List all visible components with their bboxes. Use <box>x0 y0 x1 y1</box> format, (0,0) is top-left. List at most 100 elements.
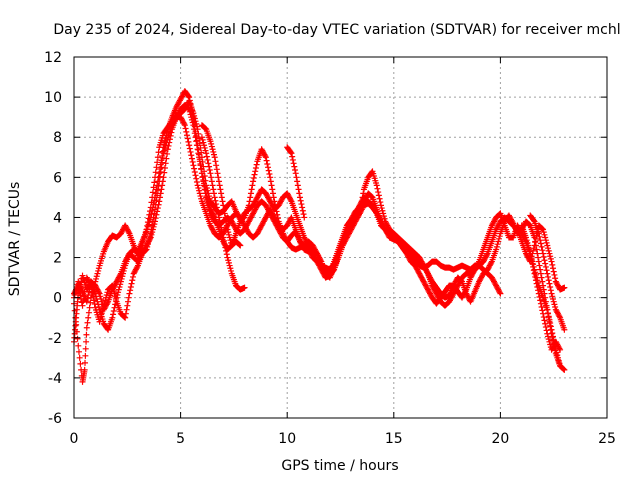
data-point <box>300 211 307 218</box>
data-point <box>357 206 364 213</box>
data-point <box>556 360 563 367</box>
data-point <box>376 195 383 202</box>
data-point <box>153 197 160 204</box>
data-point <box>129 273 136 280</box>
data-point <box>538 304 545 311</box>
data-point <box>156 194 163 201</box>
data-point <box>129 277 136 284</box>
data-point <box>292 166 299 173</box>
data-point <box>540 314 547 321</box>
data-point <box>122 310 129 317</box>
data-point <box>215 211 222 218</box>
data-point <box>268 182 275 189</box>
data-point <box>212 158 219 165</box>
data-point <box>160 174 167 181</box>
data-point <box>84 319 91 326</box>
data-point <box>226 234 233 241</box>
data-point <box>540 250 547 257</box>
data-point <box>152 218 159 225</box>
data-point <box>161 169 168 176</box>
data-point <box>159 182 166 189</box>
data-point <box>535 230 542 237</box>
data-point <box>225 257 232 264</box>
data-point <box>213 166 220 173</box>
data-point <box>493 246 500 253</box>
data-point <box>295 186 302 193</box>
data-point <box>85 314 92 321</box>
data-point <box>251 171 258 178</box>
series-track-5 <box>198 134 248 293</box>
data-point <box>154 187 161 194</box>
data-point <box>74 335 81 342</box>
data-point <box>483 251 490 258</box>
data-point <box>294 182 301 189</box>
data-point <box>213 204 220 211</box>
data-point <box>381 215 388 222</box>
data-point <box>181 120 188 127</box>
data-point <box>495 235 502 242</box>
data-point <box>532 269 539 276</box>
data-point <box>193 138 200 145</box>
data-point <box>183 128 190 135</box>
data-point <box>149 189 156 196</box>
data-point <box>188 155 195 162</box>
data-point <box>539 225 546 232</box>
data-point <box>156 198 163 205</box>
data-point <box>83 338 90 345</box>
data-point <box>288 150 295 157</box>
data-point <box>547 283 554 290</box>
data-point <box>530 263 537 270</box>
data-point <box>116 283 123 290</box>
data-point <box>85 291 92 298</box>
data-point <box>252 168 259 175</box>
data-point <box>202 147 209 154</box>
data-point <box>223 218 230 225</box>
y-tick-label: -4 <box>48 371 62 387</box>
data-point <box>109 314 116 321</box>
data-point <box>197 162 204 169</box>
data-point <box>212 197 219 204</box>
data-point <box>545 247 552 254</box>
data-point <box>539 247 546 254</box>
data-point <box>154 154 161 161</box>
data-point <box>537 270 544 277</box>
data-point <box>290 160 297 167</box>
data-point <box>201 142 208 149</box>
data-point <box>246 198 253 205</box>
data-point <box>536 233 543 240</box>
data-point <box>112 293 119 300</box>
data-point <box>96 290 103 297</box>
data-point <box>125 294 132 301</box>
data-point <box>159 154 166 161</box>
data-point <box>555 357 562 364</box>
data-point <box>87 299 94 306</box>
data-point <box>125 229 132 236</box>
data-point <box>358 198 365 205</box>
data-point <box>543 239 550 246</box>
data-point <box>538 243 545 250</box>
data-point <box>248 186 255 193</box>
data-point <box>223 247 230 254</box>
data-point <box>115 286 122 293</box>
data-point <box>199 136 206 143</box>
data-point <box>247 194 254 201</box>
data-point <box>544 306 551 313</box>
data-point <box>72 289 79 296</box>
data-point <box>184 135 191 142</box>
data-point <box>294 178 301 185</box>
data-point <box>201 183 208 190</box>
data-point <box>561 284 568 291</box>
data-point <box>211 190 218 197</box>
data-point <box>213 201 220 208</box>
data-point <box>218 190 225 197</box>
data-point <box>213 162 220 169</box>
data-point <box>356 210 363 217</box>
data-point <box>204 156 211 163</box>
data-point <box>543 327 550 334</box>
ticks: 0 5 10 15 20 25 -6 -4 -2 0 2 4 6 8 10 12 <box>44 50 616 447</box>
y-tick-label: 6 <box>53 170 62 186</box>
data-point <box>226 262 233 269</box>
plot-frame <box>73 56 608 419</box>
data-point <box>228 267 235 274</box>
data-point <box>89 289 96 296</box>
